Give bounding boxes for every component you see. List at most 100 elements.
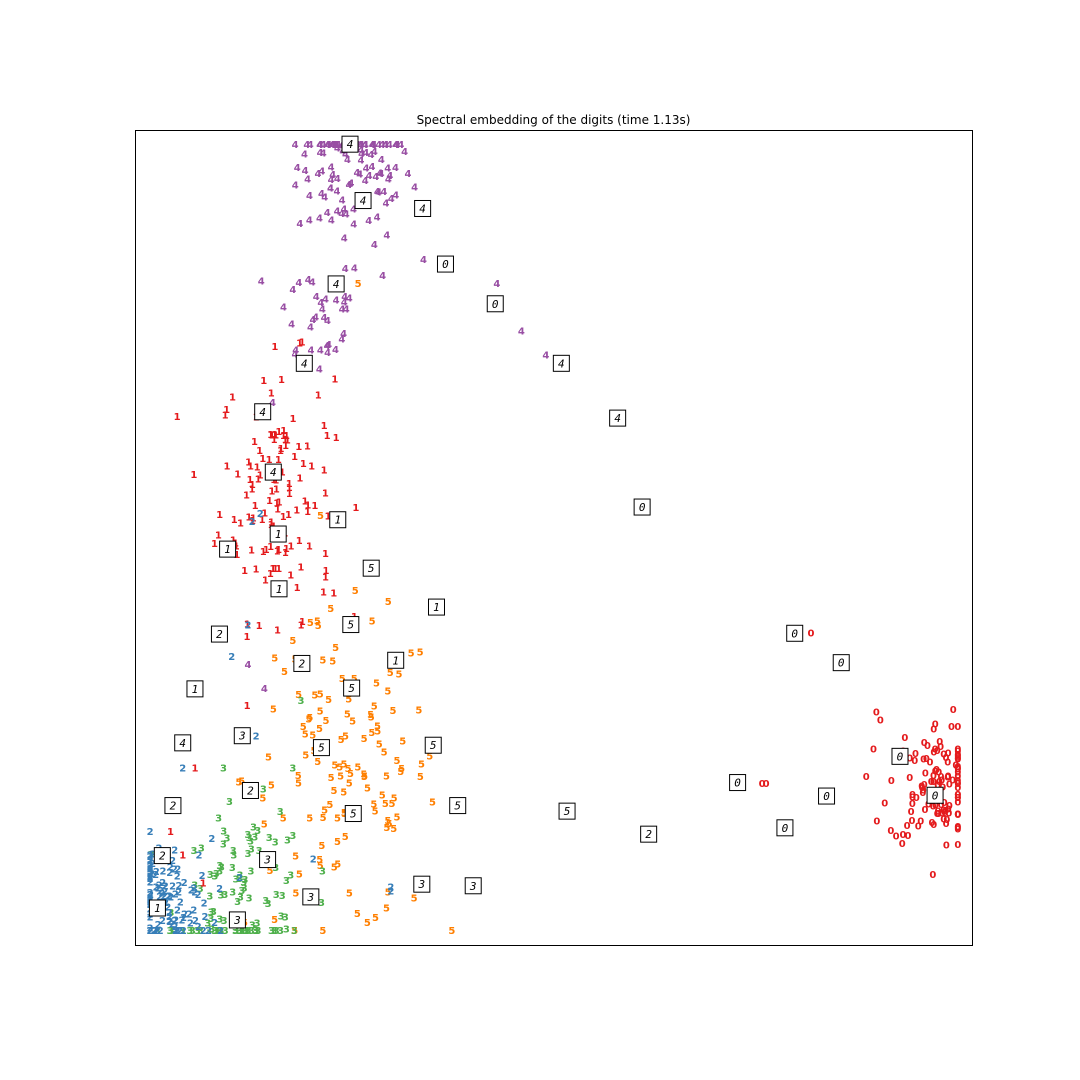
scatter-point: 2 — [147, 862, 154, 873]
scatter-point: 0 — [954, 809, 961, 820]
scatter-point: 3 — [229, 863, 236, 874]
scatter-point: 3 — [298, 696, 305, 707]
scatter-point: 4 — [261, 684, 268, 695]
scatter-point: 4 — [317, 148, 324, 159]
scatter-point: 2 — [172, 926, 179, 937]
scatter-point: 2 — [147, 926, 154, 937]
scatter-point: 4 — [321, 313, 328, 324]
scatter-point: 4 — [376, 169, 383, 180]
digit-thumbnail: 4 — [609, 409, 627, 427]
scatter-point: 5 — [415, 706, 422, 717]
scatter-point: 4 — [333, 187, 340, 198]
scatter-point: 0 — [930, 725, 937, 736]
thumbnail-digit: 4 — [347, 138, 354, 151]
scatter-point: 4 — [324, 348, 331, 359]
scatter-point: 2 — [190, 905, 197, 916]
scatter-point: 1 — [296, 339, 303, 350]
scatter-point: 1 — [244, 620, 251, 631]
scatter-point: 3 — [289, 831, 296, 842]
scatter-point: 5 — [354, 763, 361, 774]
scatter-point: 3 — [287, 871, 294, 882]
digit-thumbnail: 1 — [387, 651, 405, 669]
scatter-point: 2 — [167, 862, 174, 873]
scatter-point: 4 — [518, 327, 525, 338]
scatter-point: 5 — [372, 806, 379, 817]
scatter-point: 0 — [954, 793, 961, 804]
scatter-point: 1 — [330, 589, 337, 600]
thumbnail-digit: 4 — [301, 357, 308, 370]
scatter-point: 2 — [181, 909, 188, 920]
scatter-point: 1 — [259, 515, 266, 526]
scatter-point: 1 — [322, 489, 329, 500]
scatter-point: 2 — [172, 926, 179, 937]
scatter-point: 1 — [304, 507, 311, 518]
scatter-point: 3 — [230, 846, 237, 857]
digit-thumbnail: 4 — [174, 734, 192, 752]
scatter-point: 0 — [934, 807, 941, 818]
scatter-point: 3 — [217, 891, 224, 902]
scatter-point: 1 — [233, 550, 240, 561]
scatter-point: 0 — [899, 830, 906, 841]
scatter-point: 2 — [160, 891, 167, 902]
scatter-point: 0 — [954, 755, 961, 766]
scatter-point: 3 — [204, 919, 211, 930]
thumbnail-digit: 1 — [433, 601, 440, 614]
digit-thumbnail: 2 — [241, 781, 259, 799]
scatter-point: 2 — [147, 855, 154, 866]
scatter-point: 3 — [220, 763, 227, 774]
scatter-point: 3 — [250, 822, 257, 833]
digit-thumbnail: 5 — [424, 736, 442, 754]
scatter-point: 4 — [316, 364, 323, 375]
scatter-point: 5 — [307, 618, 314, 629]
scatter-point: 5 — [267, 866, 274, 877]
scatter-point: 5 — [342, 832, 349, 843]
scatter-point: 1 — [167, 827, 174, 838]
scatter-point: 2 — [155, 883, 162, 894]
scatter-point: 4 — [318, 189, 325, 200]
scatter-point: 5 — [346, 889, 353, 900]
scatter-point: 2 — [175, 887, 182, 898]
thumbnail-digit: 5 — [318, 742, 325, 755]
scatter-point: 2 — [202, 912, 209, 923]
scatter-point: 1 — [296, 536, 303, 547]
thumbnail-frame — [259, 851, 277, 869]
scatter-point: 4 — [351, 264, 358, 275]
scatter-point: 5 — [385, 597, 392, 608]
scatter-point: 0 — [922, 769, 929, 780]
scatter-point: 1 — [297, 562, 304, 573]
scatter-point: 4 — [328, 162, 335, 173]
scatter-point: 3 — [265, 899, 272, 910]
scatter-point: 5 — [311, 690, 318, 701]
scatter-point: 0 — [877, 716, 884, 727]
scatter-point: 4 — [341, 292, 348, 303]
scatter-point: 2 — [199, 871, 206, 882]
scatter-point: 3 — [246, 894, 253, 905]
scatter-point: 5 — [355, 279, 362, 290]
thumbnail-frame — [832, 654, 850, 672]
scatter-point: 5 — [331, 760, 338, 771]
scatter-point: 3 — [240, 877, 247, 888]
scatter-point: 4 — [346, 293, 353, 304]
scatter-point: 0 — [932, 766, 939, 777]
scatter-point: 2 — [257, 509, 264, 520]
scatter-point: 5 — [265, 752, 272, 763]
scatter-point: 5 — [384, 816, 391, 827]
scatter-point: 2 — [253, 732, 260, 743]
scatter-point: 2 — [147, 864, 154, 875]
scatter-point: 5 — [367, 710, 374, 721]
scatter-point: 5 — [347, 769, 354, 780]
scatter-point: 2 — [152, 926, 159, 937]
scatter-point: 3 — [319, 866, 326, 877]
scatter-point: 1 — [295, 442, 302, 453]
scatter-point: 1 — [254, 463, 261, 474]
scatter-point: 0 — [941, 808, 948, 819]
scatter-point: 3 — [230, 850, 237, 861]
thumbnail-frame — [344, 805, 362, 823]
scatter-point: 0 — [950, 705, 957, 716]
scatter-point: 1 — [248, 545, 255, 556]
scatter-point: 4 — [384, 164, 391, 175]
scatter-point: 0 — [870, 745, 877, 756]
scatter-point: 3 — [190, 846, 197, 857]
thumbnail-digit: 4 — [333, 278, 340, 291]
scatter-point: 1 — [250, 514, 257, 525]
